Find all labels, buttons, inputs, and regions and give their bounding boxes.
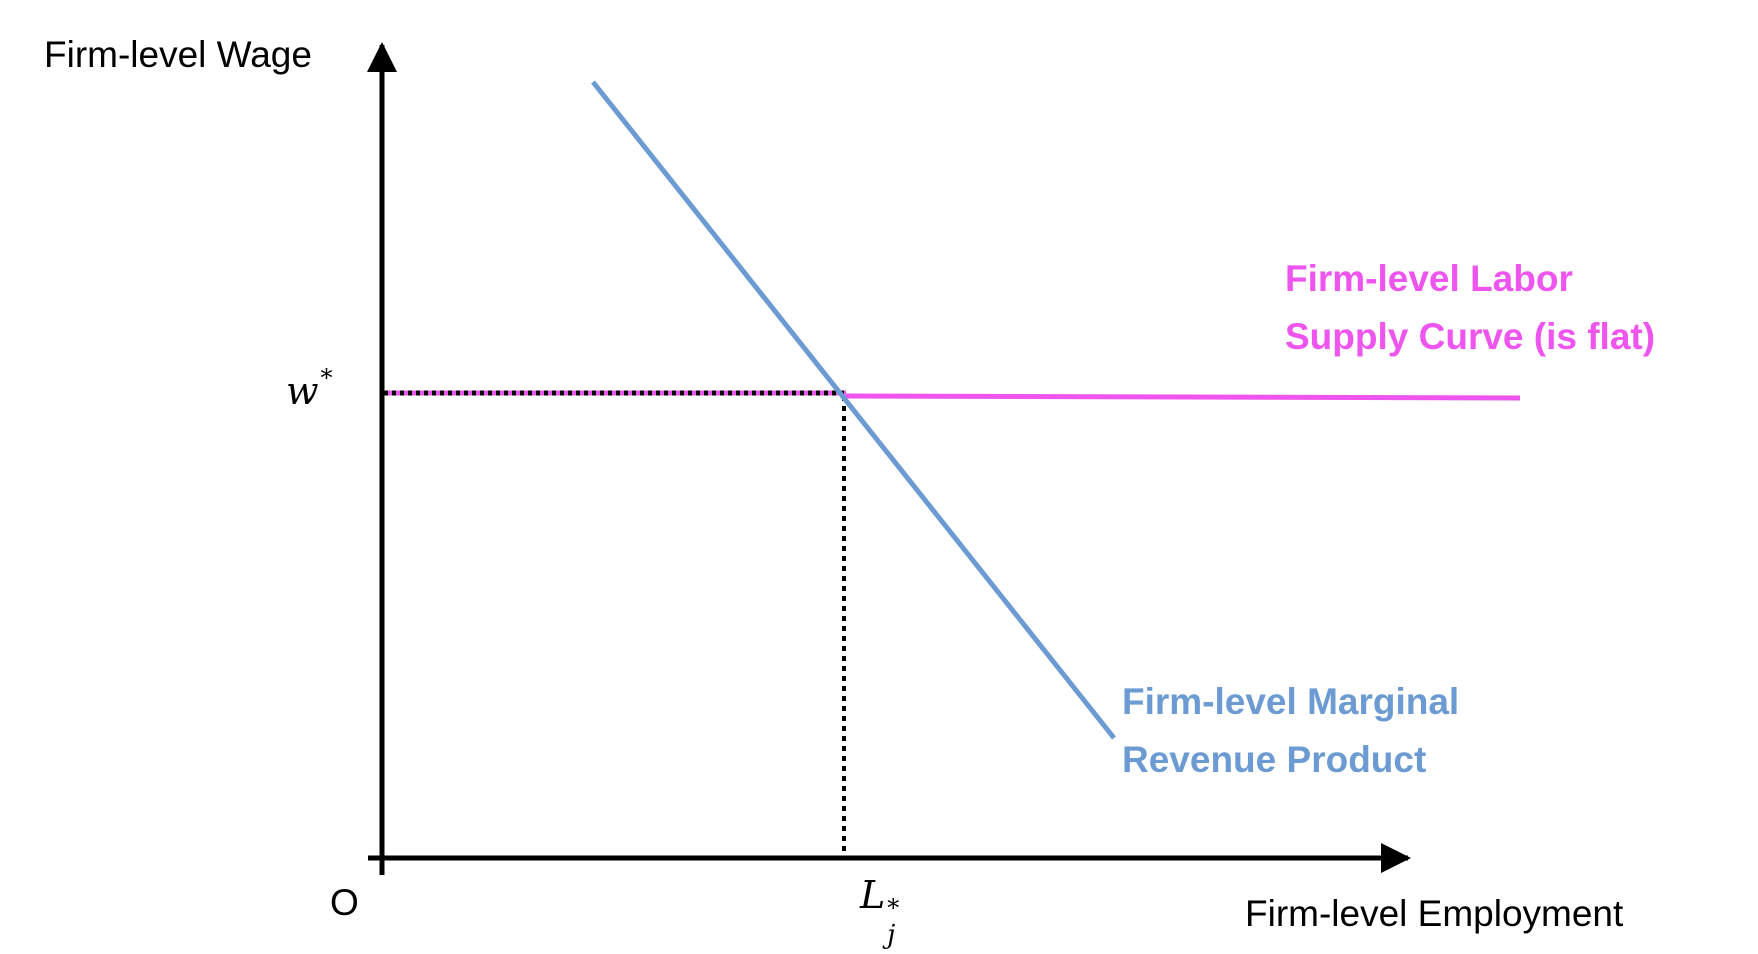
supply-curve-label: Firm-level Labor Supply Curve (is flat) [1285, 250, 1655, 366]
x-axis-title: Firm-level Employment [1245, 893, 1624, 934]
employment-symbol: L [860, 873, 886, 917]
wage-equilibrium-label: w* [286, 366, 333, 410]
employment-equilibrium-label: L * j [860, 876, 899, 948]
y-axis-title: Firm-level Wage [44, 34, 312, 75]
mrp-curve-label-line2: Revenue Product [1122, 739, 1427, 780]
mrp-curve-label: Firm-level Marginal Revenue Product [1122, 673, 1459, 789]
employment-superscript: * [887, 894, 900, 922]
labor-supply-curve [845, 393, 1521, 401]
marginal-revenue-product-curve [591, 80, 1116, 740]
employment-subscript: j [887, 920, 896, 950]
wage-symbol: w [286, 369, 319, 413]
mrp-curve-label-line1: Firm-level Marginal [1122, 681, 1460, 722]
origin-label: O [330, 882, 359, 923]
wage-superscript: * [320, 364, 333, 392]
supply-curve-label-line1: Firm-level Labor [1285, 258, 1573, 299]
supply-curve-label-line2: Supply Curve (is flat) [1285, 316, 1656, 357]
